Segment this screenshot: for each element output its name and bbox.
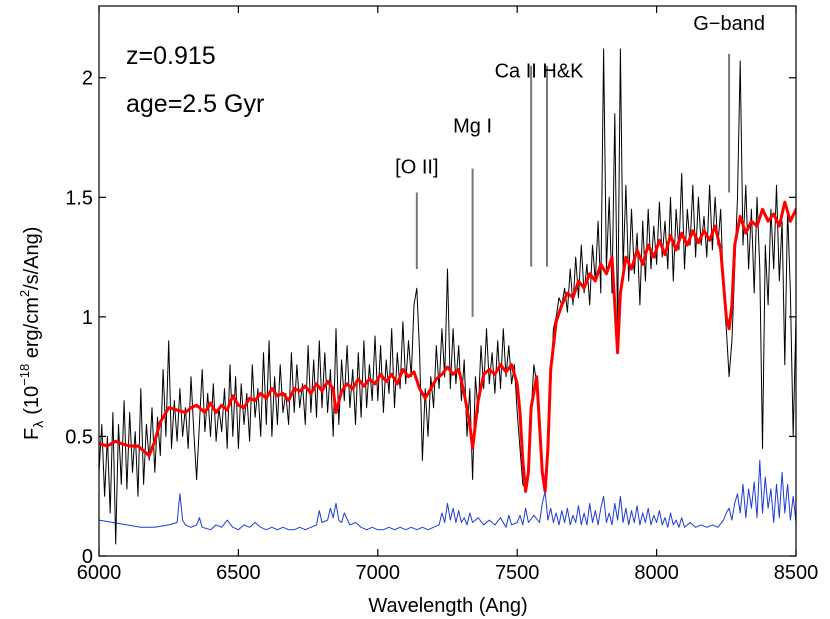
y-tick-label: 1.5 xyxy=(65,187,93,209)
y-tick-label: 0.5 xyxy=(65,426,93,448)
x-tick-label: 8500 xyxy=(774,562,819,584)
y-label-mid: erg/cm xyxy=(21,297,43,364)
info-age: age=2.5 Gyr xyxy=(126,90,264,118)
y-tick-label: 0 xyxy=(82,546,93,568)
series-line-observed-spectrum xyxy=(99,48,796,545)
x-tick-label: 6000 xyxy=(77,562,122,584)
y-tick-label: 1 xyxy=(82,307,93,329)
annotation-label: G−band xyxy=(693,13,765,35)
plot-frame xyxy=(98,5,797,557)
y-label-post: /s/Ang) xyxy=(21,227,43,290)
info-redshift: z=0.915 xyxy=(126,42,216,70)
annotation-layer: [O II] Mg I Ca II H&K G−band xyxy=(395,13,765,317)
y-label-exp2: 2 xyxy=(17,290,32,297)
series-layer xyxy=(99,48,796,545)
x-tick-label: 7000 xyxy=(356,562,401,584)
series-line-noise xyxy=(99,459,796,531)
axis-layer: 6000 6500 7000 7500 8000 8500 0 0.5 1 1.5 2 xyxy=(65,5,819,584)
y-tick-label: 2 xyxy=(82,68,93,90)
x-tick-label: 7500 xyxy=(495,562,540,584)
x-tick-label: 6500 xyxy=(216,562,261,584)
y-label-main: F xyxy=(21,428,43,440)
annotation-label: [O II] xyxy=(395,156,438,178)
x-tick-label: 8000 xyxy=(634,562,679,584)
y-label-pre: (10 xyxy=(21,386,43,415)
x-axis-label: Wavelength (Ang) xyxy=(368,595,527,617)
y-label-exp1: −18 xyxy=(17,364,32,386)
annotation-label: Mg I xyxy=(453,116,492,138)
series-line-model xyxy=(99,200,796,493)
y-axis-label: Fλ (10−18 erg/cm2/s/Ang) xyxy=(17,227,46,440)
y-label-sub: λ xyxy=(30,421,46,428)
annotation-label: Ca II H&K xyxy=(495,61,585,83)
